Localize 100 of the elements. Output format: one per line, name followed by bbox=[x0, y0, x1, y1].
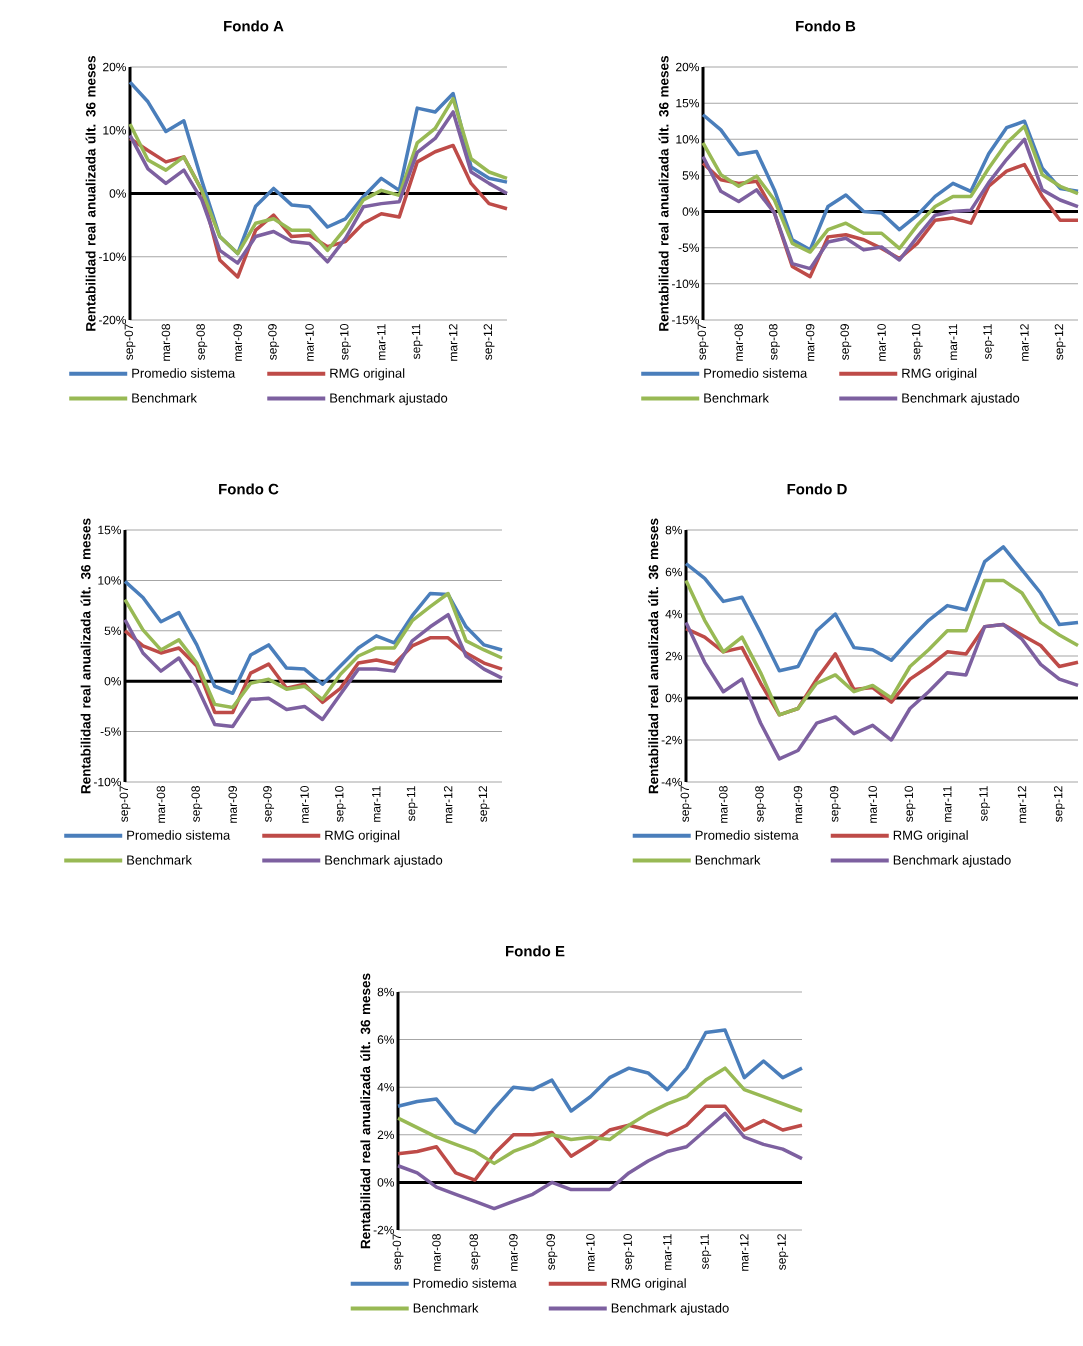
legend-label: Benchmark ajustado bbox=[902, 393, 1020, 406]
legend-label: Promedio sistema bbox=[127, 830, 231, 840]
x-tick-label: sep-08 bbox=[191, 786, 203, 822]
line-series bbox=[123, 591, 504, 710]
chart-title: Fondo D bbox=[787, 483, 847, 495]
y-tick-label: -2% bbox=[661, 735, 683, 745]
x-tick-label: mar-12 bbox=[1020, 324, 1029, 361]
x-tick-label: mar-08 bbox=[719, 786, 728, 823]
y-tick-label: 15% bbox=[676, 98, 700, 108]
line-series bbox=[684, 578, 1080, 717]
y-tick-label: 6% bbox=[665, 567, 683, 577]
x-tick-label: sep-12 bbox=[777, 1234, 789, 1270]
x-tick-label: mar-09 bbox=[509, 1234, 518, 1271]
x-tick-label: mar-12 bbox=[443, 786, 453, 823]
legend-label: RMG original bbox=[611, 1278, 686, 1291]
x-tick-label: mar-10 bbox=[586, 1234, 595, 1271]
x-tick-label: mar-09 bbox=[793, 786, 803, 823]
y-tick-label: -15% bbox=[671, 315, 700, 325]
x-tick-label: sep-11 bbox=[406, 786, 418, 822]
x-tick-label: sep-10 bbox=[335, 786, 346, 822]
x-tick-label: sep-09 bbox=[268, 324, 280, 360]
legend-label: Promedio sistema bbox=[413, 1278, 517, 1288]
x-tick-label: mar-11 bbox=[372, 786, 381, 822]
x-tick-label: sep-10 bbox=[911, 324, 923, 360]
y-tick-label: 20% bbox=[676, 62, 700, 72]
legend-label: RMG original bbox=[325, 830, 400, 843]
y-axis-title: Rentabilidad real anualizada últ. 36 meses bbox=[85, 56, 96, 331]
line-series bbox=[684, 545, 1080, 673]
x-tick-label: mar-08 bbox=[734, 324, 743, 361]
y-tick-label: 5% bbox=[682, 171, 700, 180]
y-tick-label: -5% bbox=[100, 727, 122, 736]
x-tick-label: mar-11 bbox=[948, 324, 958, 360]
x-tick-label: mar-10 bbox=[868, 786, 877, 823]
x-tick-label: sep-11 bbox=[979, 786, 991, 822]
y-tick-label: 0% bbox=[377, 1178, 395, 1187]
y-tick-label: 5% bbox=[104, 626, 122, 636]
legend-label: RMG original bbox=[893, 830, 968, 843]
y-tick-label: -10% bbox=[93, 777, 122, 787]
y-tick-label: 0% bbox=[682, 207, 700, 216]
x-tick-label: mar-11 bbox=[943, 786, 952, 822]
y-tick-label: -2% bbox=[373, 1225, 395, 1235]
legend-label: Benchmark ajustado bbox=[893, 855, 1011, 868]
x-tick-label: sep-07 bbox=[680, 786, 692, 822]
x-tick-label: mar-08 bbox=[156, 786, 166, 823]
x-tick-label: sep-09 bbox=[840, 324, 852, 360]
x-tick-label: mar-08 bbox=[161, 324, 171, 361]
legend-label: Benchmark ajustado bbox=[325, 855, 443, 868]
y-axis-title: Rentabilidad real anualizada últ. 36 meses bbox=[360, 973, 371, 1249]
legend-label: Promedio sistema bbox=[695, 830, 799, 840]
y-tick-label: 6% bbox=[377, 1035, 395, 1044]
line-series bbox=[396, 1028, 804, 1135]
line-series bbox=[123, 612, 504, 729]
x-tick-label: mar-10 bbox=[305, 324, 314, 361]
x-tick-label: sep-07 bbox=[392, 1234, 404, 1270]
y-tick-label: -5% bbox=[678, 243, 700, 252]
x-tick-label: sep-09 bbox=[546, 1234, 558, 1270]
x-tick-label: sep-11 bbox=[700, 1234, 712, 1270]
legend-label: Promedio sistema bbox=[132, 368, 236, 378]
x-tick-label: sep-12 bbox=[478, 786, 490, 822]
legend-label: Benchmark bbox=[704, 393, 769, 403]
legend-label: Benchmark ajustado bbox=[611, 1303, 729, 1316]
x-tick-label: sep-08 bbox=[196, 324, 208, 360]
y-tick-label: -20% bbox=[98, 315, 127, 325]
x-tick-label: mar-09 bbox=[228, 786, 237, 823]
legend-label: Benchmark ajustado bbox=[330, 393, 448, 406]
y-axis-title: Rentabilidad real anualizada últ. 36 meses bbox=[658, 56, 669, 331]
x-tick-label: sep-07 bbox=[697, 324, 709, 360]
y-tick-label: 20% bbox=[103, 62, 127, 72]
legend-label: Promedio sistema bbox=[704, 368, 808, 378]
x-tick-label: mar-10 bbox=[300, 786, 309, 823]
y-axis-title: Rentabilidad real anualizada últ. 36 meses bbox=[80, 518, 91, 794]
legend-label: Benchmark bbox=[132, 393, 197, 403]
chart-title: Fondo A bbox=[224, 20, 284, 32]
legend-label: Benchmark bbox=[413, 1303, 479, 1313]
legend-label: RMG original bbox=[902, 368, 977, 381]
y-tick-label: 4% bbox=[377, 1083, 395, 1092]
x-tick-label: mar-12 bbox=[448, 324, 458, 361]
y-axis-title: Rentabilidad real anualizada últ. 36 meses bbox=[648, 518, 659, 794]
x-tick-label: sep-08 bbox=[469, 1234, 481, 1270]
x-tick-label: sep-11 bbox=[983, 324, 995, 360]
x-tick-label: sep-10 bbox=[340, 324, 351, 360]
x-tick-label: sep-08 bbox=[755, 786, 767, 822]
chart-title: Fondo B bbox=[796, 20, 856, 32]
x-tick-label: mar-10 bbox=[877, 324, 886, 361]
x-tick-label: mar-12 bbox=[1017, 786, 1027, 823]
x-tick-label: sep-11 bbox=[411, 324, 423, 360]
x-tick-label: mar-08 bbox=[432, 1234, 441, 1271]
y-tick-label: 0% bbox=[104, 676, 122, 686]
x-tick-label: sep-07 bbox=[119, 786, 131, 822]
line-series bbox=[701, 137, 1080, 271]
x-tick-label: sep-08 bbox=[769, 324, 780, 360]
x-tick-label: sep-10 bbox=[623, 1234, 635, 1270]
y-tick-label: 0% bbox=[665, 693, 683, 703]
x-tick-label: mar-12 bbox=[740, 1234, 749, 1271]
y-tick-label: 8% bbox=[665, 525, 683, 535]
y-tick-label: 2% bbox=[665, 651, 683, 661]
y-tick-label: 4% bbox=[665, 609, 683, 619]
chart-title: Fondo E bbox=[506, 945, 565, 957]
y-tick-label: 10% bbox=[98, 576, 122, 585]
x-tick-label: mar-09 bbox=[805, 324, 815, 361]
